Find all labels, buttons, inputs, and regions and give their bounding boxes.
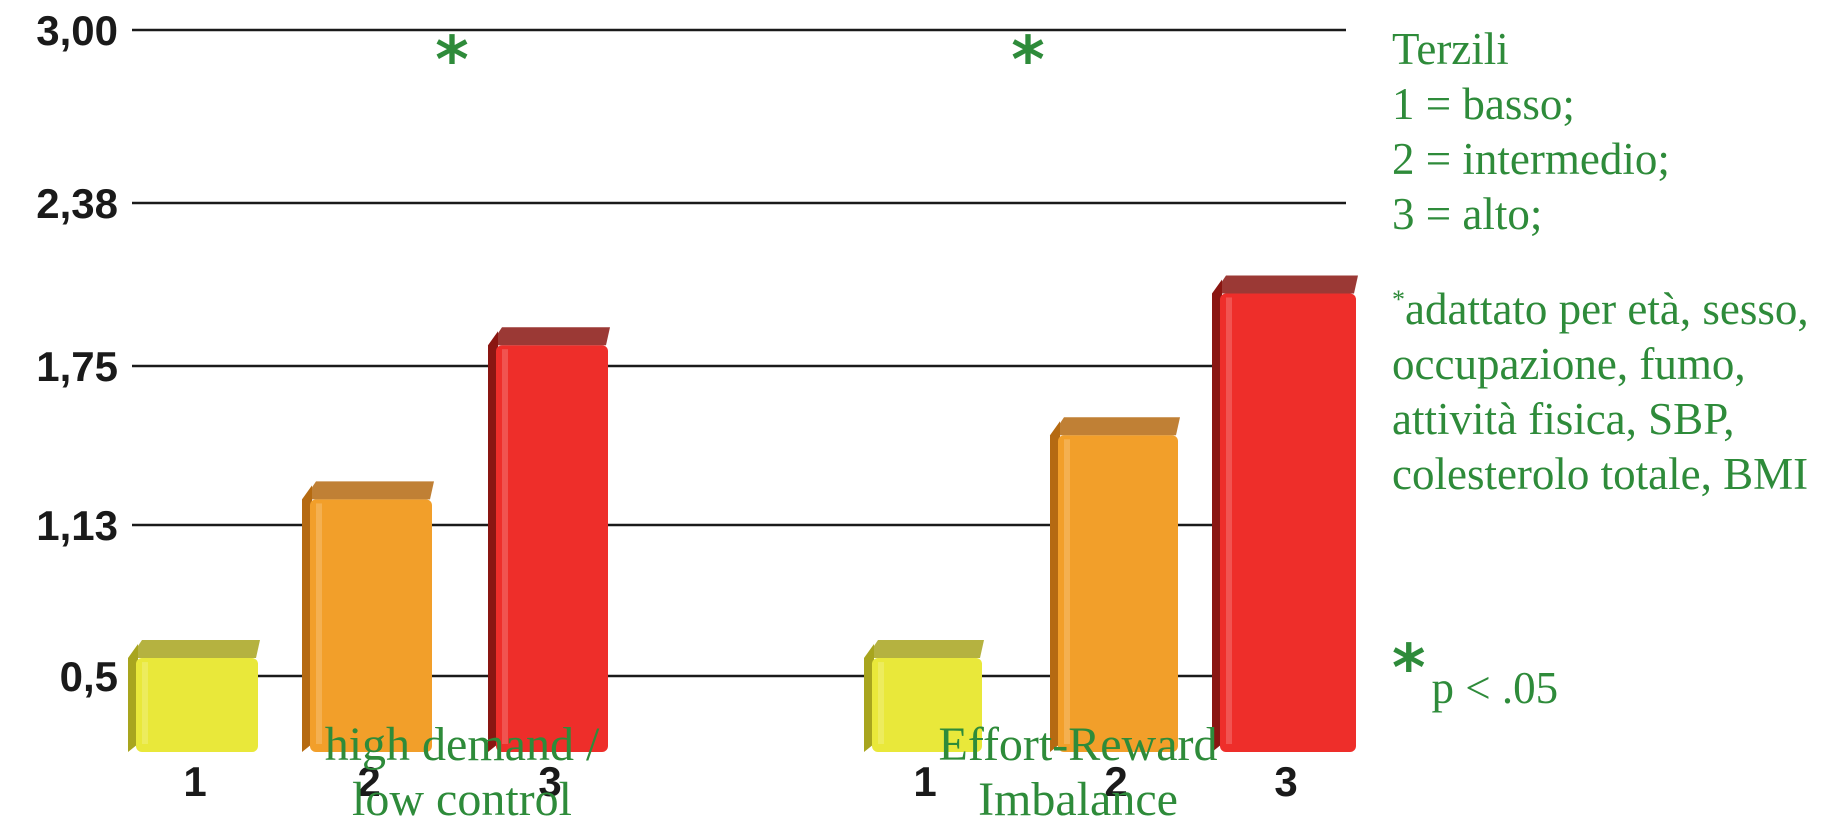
legend-title: Terzili bbox=[1392, 24, 1509, 74]
category-label: 2 bbox=[357, 758, 380, 805]
bar-front bbox=[1058, 435, 1178, 752]
bar-top bbox=[490, 327, 610, 346]
bar-side bbox=[1050, 421, 1060, 752]
bar-front bbox=[310, 499, 432, 752]
bar-highlight bbox=[1064, 439, 1070, 744]
y-tick-label: 0,5 bbox=[60, 653, 118, 700]
legend-note-3: attività fisica, SBP, bbox=[1392, 394, 1735, 444]
group-label-line: Imbalance bbox=[978, 773, 1178, 826]
bar-side bbox=[1212, 279, 1222, 752]
bar-front bbox=[1220, 293, 1356, 752]
bar-1-2 bbox=[302, 481, 434, 752]
bar-2-1 bbox=[864, 640, 984, 752]
significance-star: * bbox=[435, 24, 468, 98]
significance-text: p < .05 bbox=[1431, 663, 1559, 713]
legend-item-3: 3 = alto; bbox=[1392, 189, 1543, 239]
category-label: 1 bbox=[913, 758, 936, 805]
bar-highlight bbox=[502, 349, 508, 744]
significance-legend: * p < .05 bbox=[1392, 632, 1558, 713]
bar-1-1 bbox=[128, 640, 260, 752]
group-label-line: low control bbox=[352, 773, 572, 826]
category-label: 2 bbox=[1104, 758, 1127, 805]
group-label-line: high demand / bbox=[325, 718, 600, 771]
bar-front bbox=[872, 658, 982, 752]
bar-front bbox=[496, 345, 608, 752]
bar-top bbox=[866, 640, 984, 659]
note-marker: * bbox=[1392, 285, 1405, 314]
legend-note-2: occupazione, fumo, bbox=[1392, 339, 1746, 389]
bar-top bbox=[1052, 417, 1180, 436]
bar-1-3 bbox=[488, 327, 610, 752]
legend-note-1: *adattato per età, sesso, bbox=[1392, 282, 1840, 337]
bar-side bbox=[488, 331, 498, 752]
significance-stars: * * bbox=[435, 24, 1044, 98]
group-labels: high demand /low control Effort-RewardImb… bbox=[325, 718, 1218, 826]
bar-front bbox=[136, 658, 258, 752]
y-tick-label: 1,75 bbox=[36, 343, 118, 390]
y-tick-label: 3,00 bbox=[36, 7, 118, 54]
note-line-1: adattato per età, sesso, bbox=[1405, 284, 1809, 334]
bar-top bbox=[304, 481, 434, 500]
legend-item-1: 1 = basso; bbox=[1392, 79, 1575, 129]
bar-highlight bbox=[142, 662, 148, 744]
bars bbox=[128, 275, 1358, 752]
legend-gap bbox=[1392, 242, 1840, 282]
legend: Terzili 1 = basso; 2 = intermedio; 3 = a… bbox=[1392, 22, 1840, 502]
category-label: 1 bbox=[183, 758, 206, 805]
bar-top bbox=[1214, 275, 1358, 294]
category-labels: 1 2 3 1 2 3 bbox=[183, 758, 1297, 805]
y-axis-ticks: 3,00 2,38 1,75 1,13 0,5 bbox=[36, 7, 118, 700]
group-label-line: Effort-Reward bbox=[939, 718, 1218, 771]
bar-side bbox=[864, 644, 874, 752]
significance-star: * bbox=[1011, 24, 1044, 98]
bar-highlight bbox=[878, 662, 884, 744]
category-label: 3 bbox=[1274, 758, 1297, 805]
bar-top bbox=[130, 640, 260, 659]
y-tick-label: 1,13 bbox=[36, 502, 118, 549]
legend-item-2: 2 = intermedio; bbox=[1392, 134, 1670, 184]
bar-highlight bbox=[316, 503, 322, 744]
category-label: 3 bbox=[538, 758, 561, 805]
bar-2-3 bbox=[1212, 275, 1358, 752]
significance-star-icon: * bbox=[1392, 632, 1426, 706]
bar-2-2 bbox=[1050, 417, 1180, 752]
bar-highlight bbox=[1226, 297, 1232, 744]
bar-side bbox=[302, 485, 312, 752]
bar-side bbox=[128, 644, 138, 752]
legend-note-4: colesterolo totale, BMI bbox=[1392, 449, 1809, 499]
y-tick-label: 2,38 bbox=[36, 180, 118, 227]
